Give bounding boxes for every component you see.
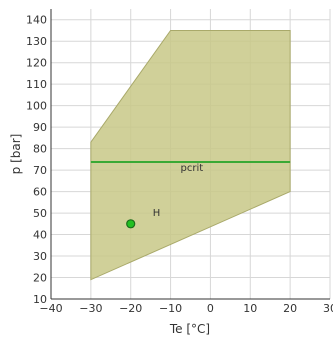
y-tick-labels: 10 20 30 40 50 60 70 80 90 100 110 120 130 140	[26, 14, 47, 306]
x-tick-labels: −40 −30 −20 −10 0 10 20 30	[39, 302, 333, 315]
x-tick-label: −10	[159, 302, 182, 315]
y-tick-label: 110	[26, 78, 47, 91]
y-tick-label: 80	[33, 143, 47, 156]
operating-envelope-area	[90, 29, 291, 281]
operating-point-h	[126, 219, 136, 229]
y-tick-label: 140	[26, 14, 47, 27]
x-tick-label: 0	[207, 302, 214, 315]
y-tick-label: 90	[33, 121, 47, 134]
x-axis-label: Te [°C]	[169, 322, 210, 336]
x-tick-label: 30	[323, 302, 333, 315]
y-tick-label: 70	[33, 164, 47, 177]
x-tick-label: −40	[39, 302, 62, 315]
x-tick-label: −30	[79, 302, 102, 315]
y-axis-label: p [bar]	[9, 134, 23, 175]
y-tick-label: 100	[26, 100, 47, 113]
x-tick-label: 10	[243, 302, 257, 315]
x-tick-label: −20	[119, 302, 142, 315]
y-tick-label: 60	[33, 186, 47, 199]
y-tick-label: 50	[33, 207, 47, 220]
y-tick-label: 130	[26, 35, 47, 48]
pcrit-label: pcrit	[181, 163, 204, 174]
x-tick-label: 20	[283, 302, 297, 315]
y-tick-label: 30	[33, 250, 47, 263]
y-tick-label: 10	[33, 293, 47, 306]
y-tick-label: 120	[26, 57, 47, 70]
y-tick-label: 40	[33, 229, 47, 242]
y-tick-label: 20	[33, 272, 47, 285]
operating-point-label: H	[153, 208, 161, 219]
